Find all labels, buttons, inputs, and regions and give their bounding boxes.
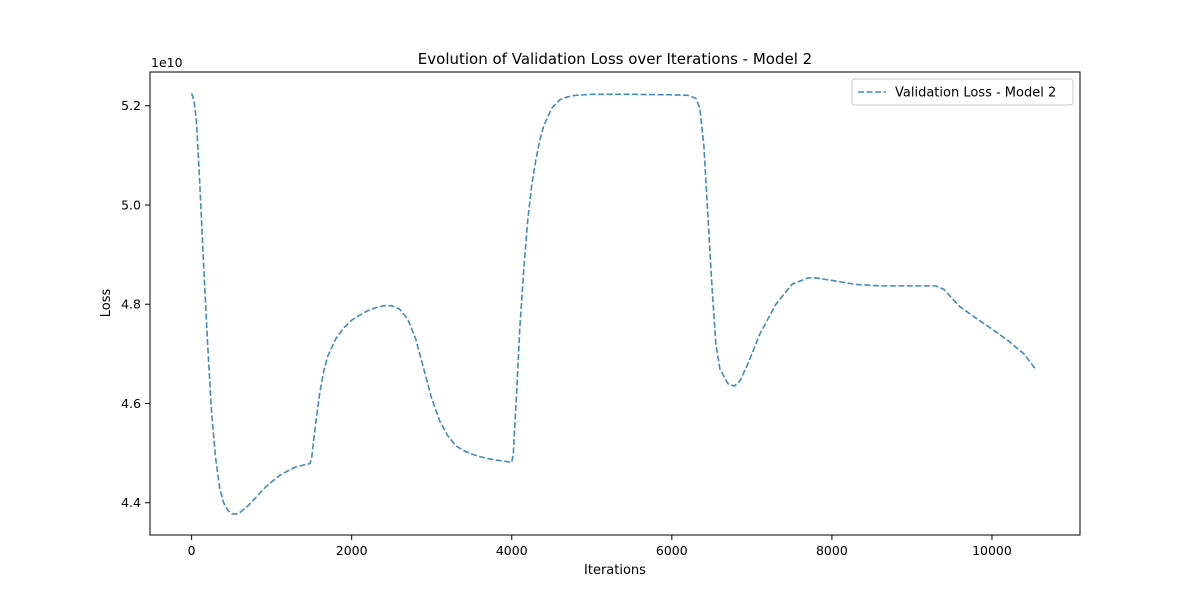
- legend-box: [851, 78, 1074, 106]
- y-tick-label: 4.8: [121, 297, 141, 312]
- y-tick-label: 5.2: [121, 98, 141, 113]
- y-axis-label: Loss: [99, 289, 114, 318]
- y-tick-label: 4.6: [121, 396, 141, 411]
- x-tick-label: 4000: [496, 543, 528, 558]
- y-offset-label: 1e10: [151, 55, 183, 70]
- x-tick-label: 0: [188, 543, 196, 558]
- series-line: [190, 93, 1037, 515]
- y-tick-label: 5.0: [121, 197, 141, 212]
- x-tick-label: 10000: [972, 543, 1012, 558]
- x-axis-label: Iterations: [584, 563, 646, 578]
- y-tick-label: 4.4: [121, 495, 141, 510]
- x-tick-label: 6000: [656, 543, 688, 558]
- x-tick-label: 8000: [816, 543, 848, 558]
- chart-title: Evolution of Validation Loss over Iterat…: [418, 50, 812, 68]
- x-tick-label: 2000: [336, 543, 368, 558]
- plot-frame: [149, 71, 1081, 536]
- legend-label: Validation Loss - Model 2: [895, 86, 1056, 101]
- legend: Validation Loss - Model 2: [851, 78, 1074, 106]
